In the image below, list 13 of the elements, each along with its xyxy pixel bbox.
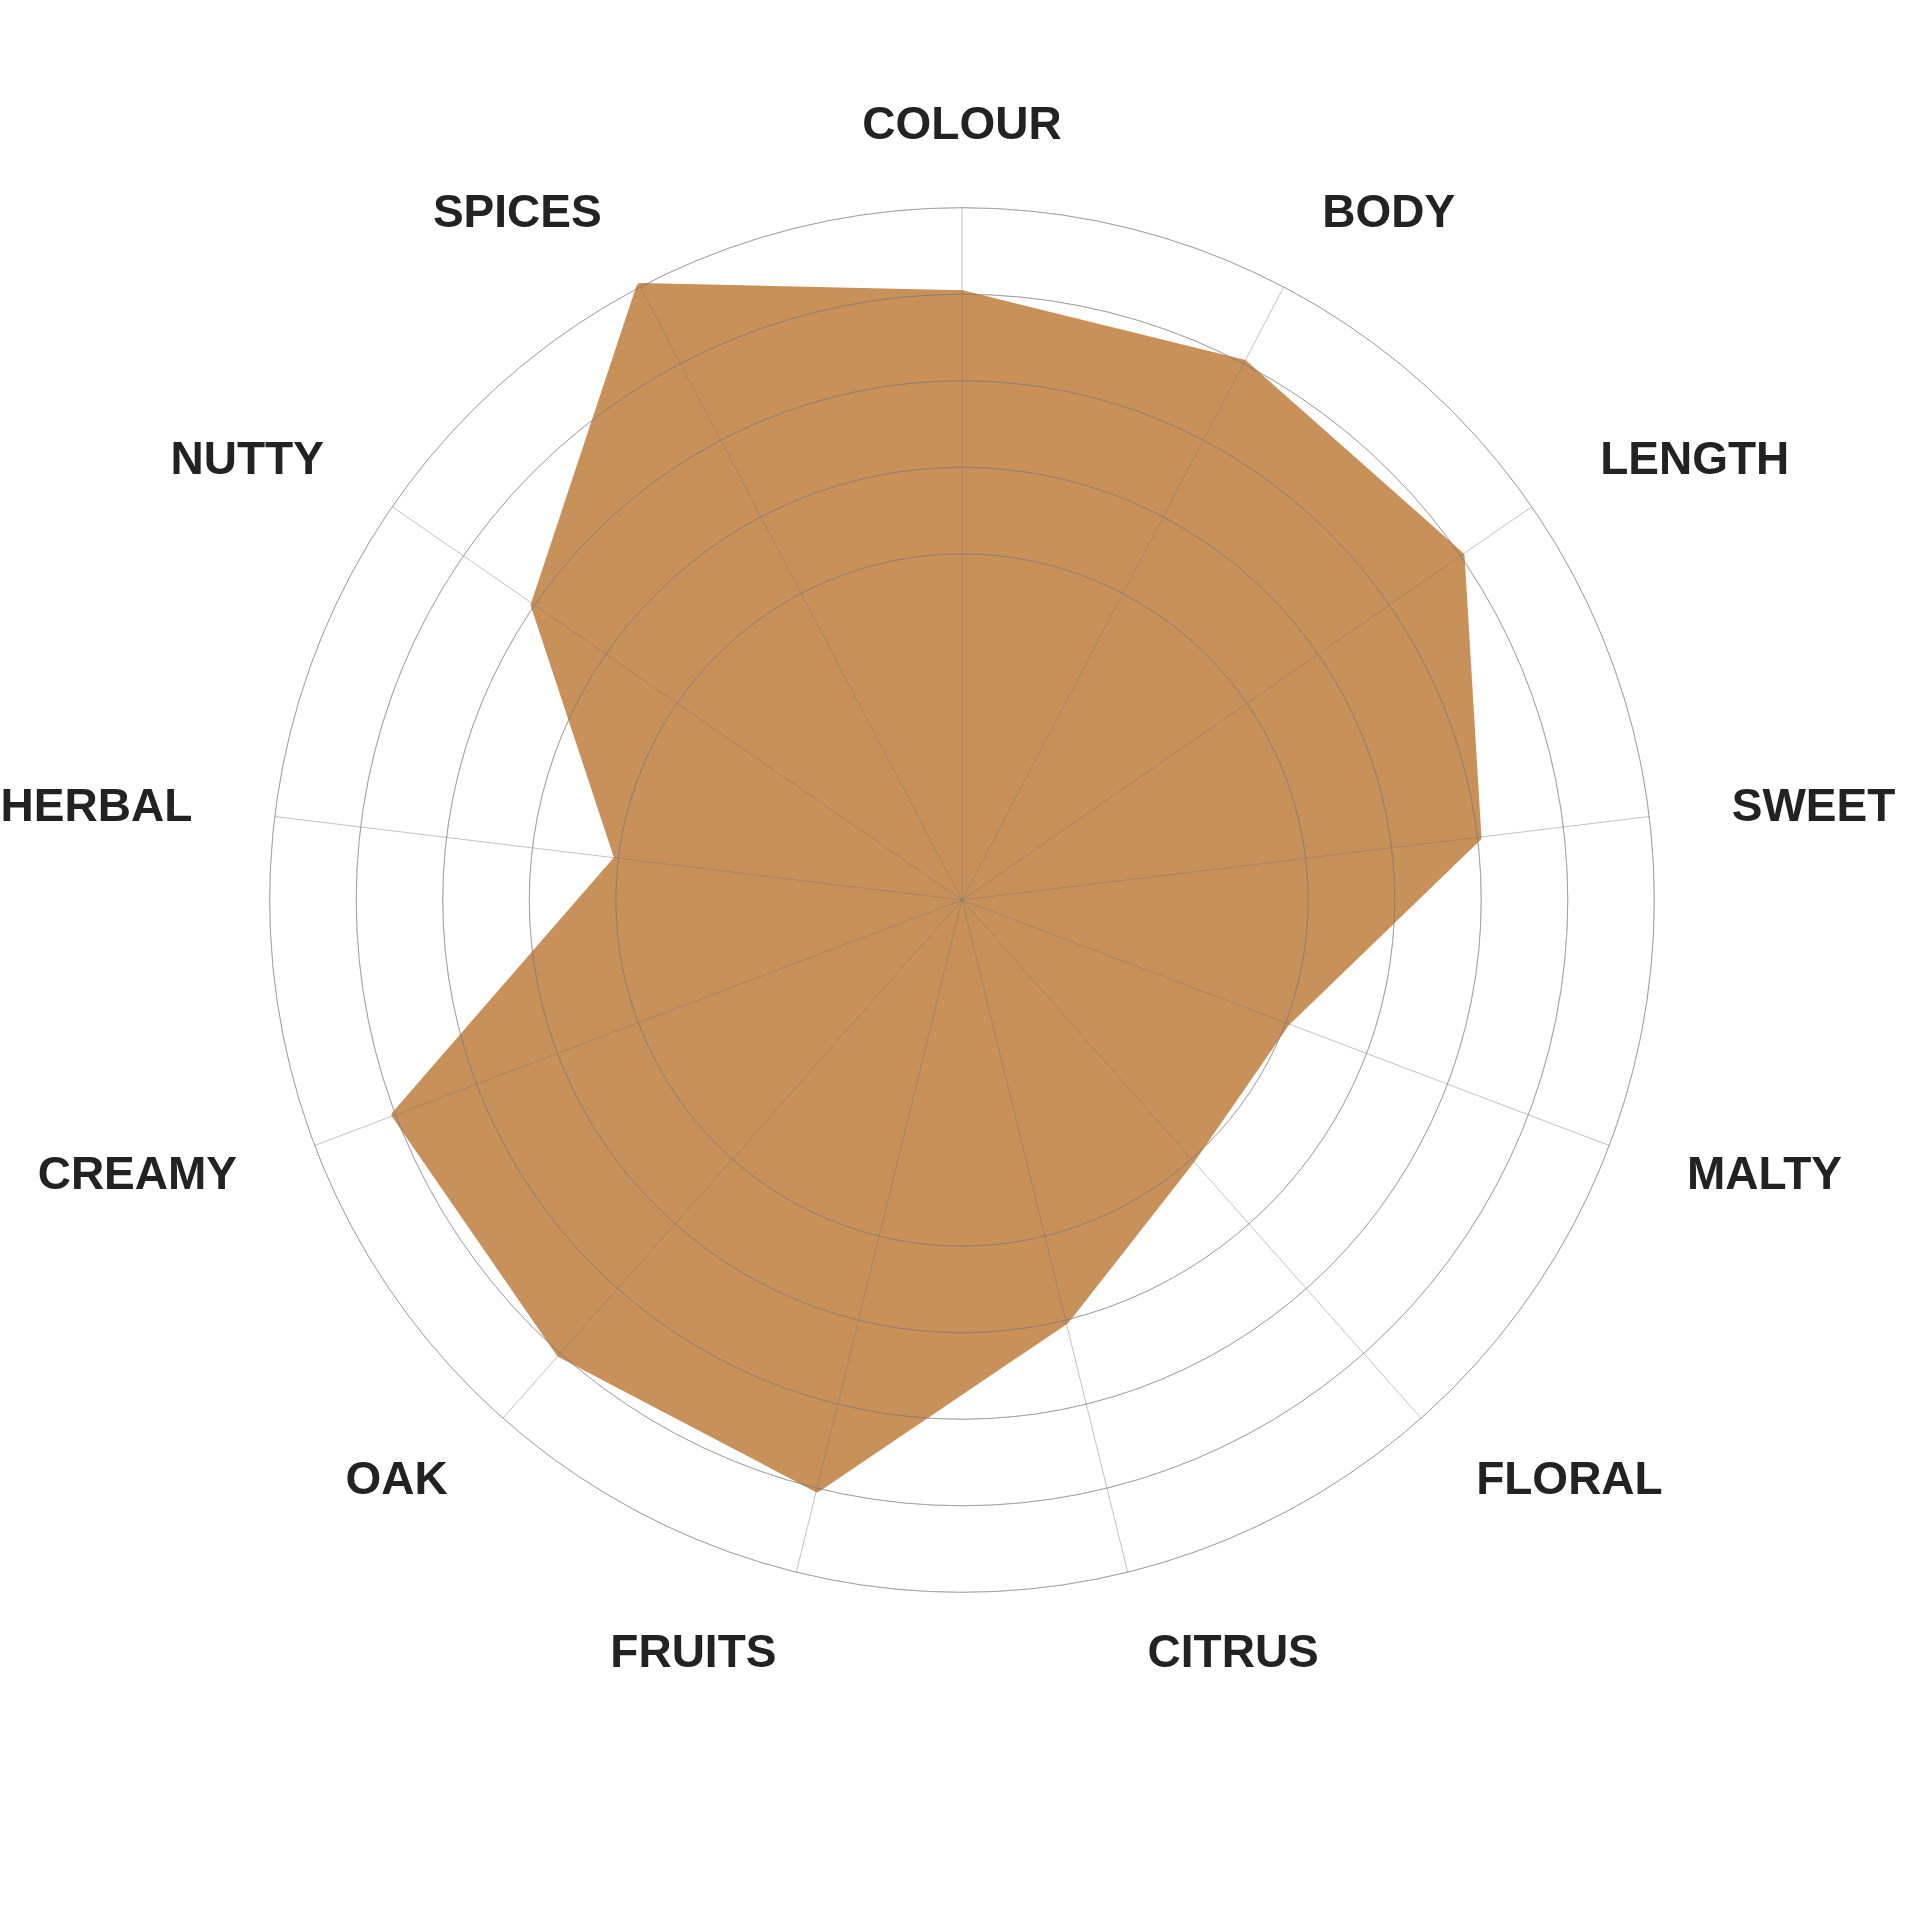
spoke-label: CITRUS	[1147, 1624, 1319, 1677]
spoke-label: COLOUR	[862, 96, 1062, 149]
spoke-label: CREAMY	[37, 1146, 237, 1199]
spoke-label: BODY	[1322, 185, 1456, 238]
spoke-label: MALTY	[1687, 1146, 1843, 1199]
spoke-label: NUTTY	[170, 431, 324, 484]
spoke-label: SPICES	[432, 185, 602, 238]
spoke-label: OAK	[345, 1452, 448, 1505]
spoke-label: FLORAL	[1476, 1452, 1663, 1505]
spoke-label: HERBAL	[0, 778, 193, 831]
spoke-label: FRUITS	[610, 1624, 777, 1677]
spoke-label: LENGTH	[1600, 431, 1790, 484]
spoke-label: SWEET	[1731, 778, 1896, 831]
